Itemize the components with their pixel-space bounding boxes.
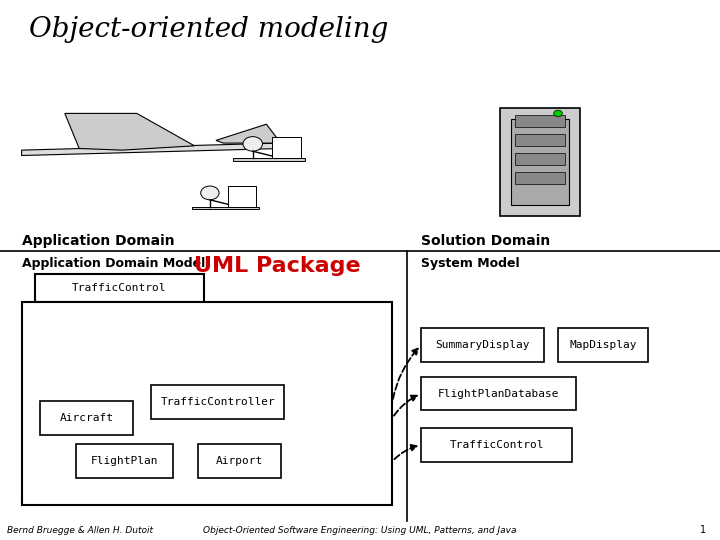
Text: FlightPlan: FlightPlan: [91, 456, 158, 466]
Text: Application Domain Model: Application Domain Model: [22, 256, 205, 269]
FancyBboxPatch shape: [511, 119, 569, 205]
FancyBboxPatch shape: [198, 444, 281, 478]
FancyBboxPatch shape: [500, 108, 580, 216]
Text: UML Package: UML Package: [194, 256, 361, 276]
Text: TrafficController: TrafficController: [161, 397, 275, 407]
Text: SummaryDisplay: SummaryDisplay: [435, 340, 530, 350]
Text: Airport: Airport: [216, 456, 263, 466]
FancyBboxPatch shape: [40, 401, 133, 435]
Text: Bernd Bruegge & Allen H. Dutoit: Bernd Bruegge & Allen H. Dutoit: [7, 525, 153, 535]
Polygon shape: [22, 143, 281, 156]
FancyBboxPatch shape: [151, 385, 284, 418]
FancyBboxPatch shape: [421, 328, 544, 362]
Text: 1: 1: [699, 524, 706, 535]
FancyBboxPatch shape: [76, 444, 173, 478]
FancyBboxPatch shape: [515, 134, 565, 146]
FancyBboxPatch shape: [22, 302, 392, 505]
FancyBboxPatch shape: [421, 377, 576, 410]
FancyBboxPatch shape: [515, 115, 565, 127]
Text: Aircraft: Aircraft: [59, 413, 114, 423]
Text: System Model: System Model: [421, 256, 520, 269]
Text: Application Domain: Application Domain: [22, 234, 174, 248]
FancyBboxPatch shape: [515, 153, 565, 165]
Text: Solution Domain: Solution Domain: [421, 234, 551, 248]
Circle shape: [554, 110, 562, 117]
Text: FlightPlanDatabase: FlightPlanDatabase: [438, 389, 559, 399]
Text: MapDisplay: MapDisplay: [570, 340, 636, 350]
Circle shape: [201, 186, 219, 200]
FancyBboxPatch shape: [421, 428, 572, 462]
Text: TrafficControl: TrafficControl: [449, 440, 544, 450]
Text: TrafficControl: TrafficControl: [72, 284, 166, 293]
FancyBboxPatch shape: [558, 328, 648, 362]
FancyBboxPatch shape: [35, 274, 204, 302]
Polygon shape: [228, 186, 256, 207]
Polygon shape: [233, 159, 305, 161]
Text: Object-oriented modeling: Object-oriented modeling: [29, 16, 388, 43]
Circle shape: [243, 137, 262, 151]
FancyBboxPatch shape: [515, 172, 565, 184]
Polygon shape: [65, 113, 194, 150]
Polygon shape: [216, 124, 281, 143]
Polygon shape: [272, 137, 301, 159]
Text: Object-Oriented Software Engineering: Using UML, Patterns, and Java: Object-Oriented Software Engineering: Us…: [203, 525, 517, 535]
Polygon shape: [192, 207, 259, 209]
